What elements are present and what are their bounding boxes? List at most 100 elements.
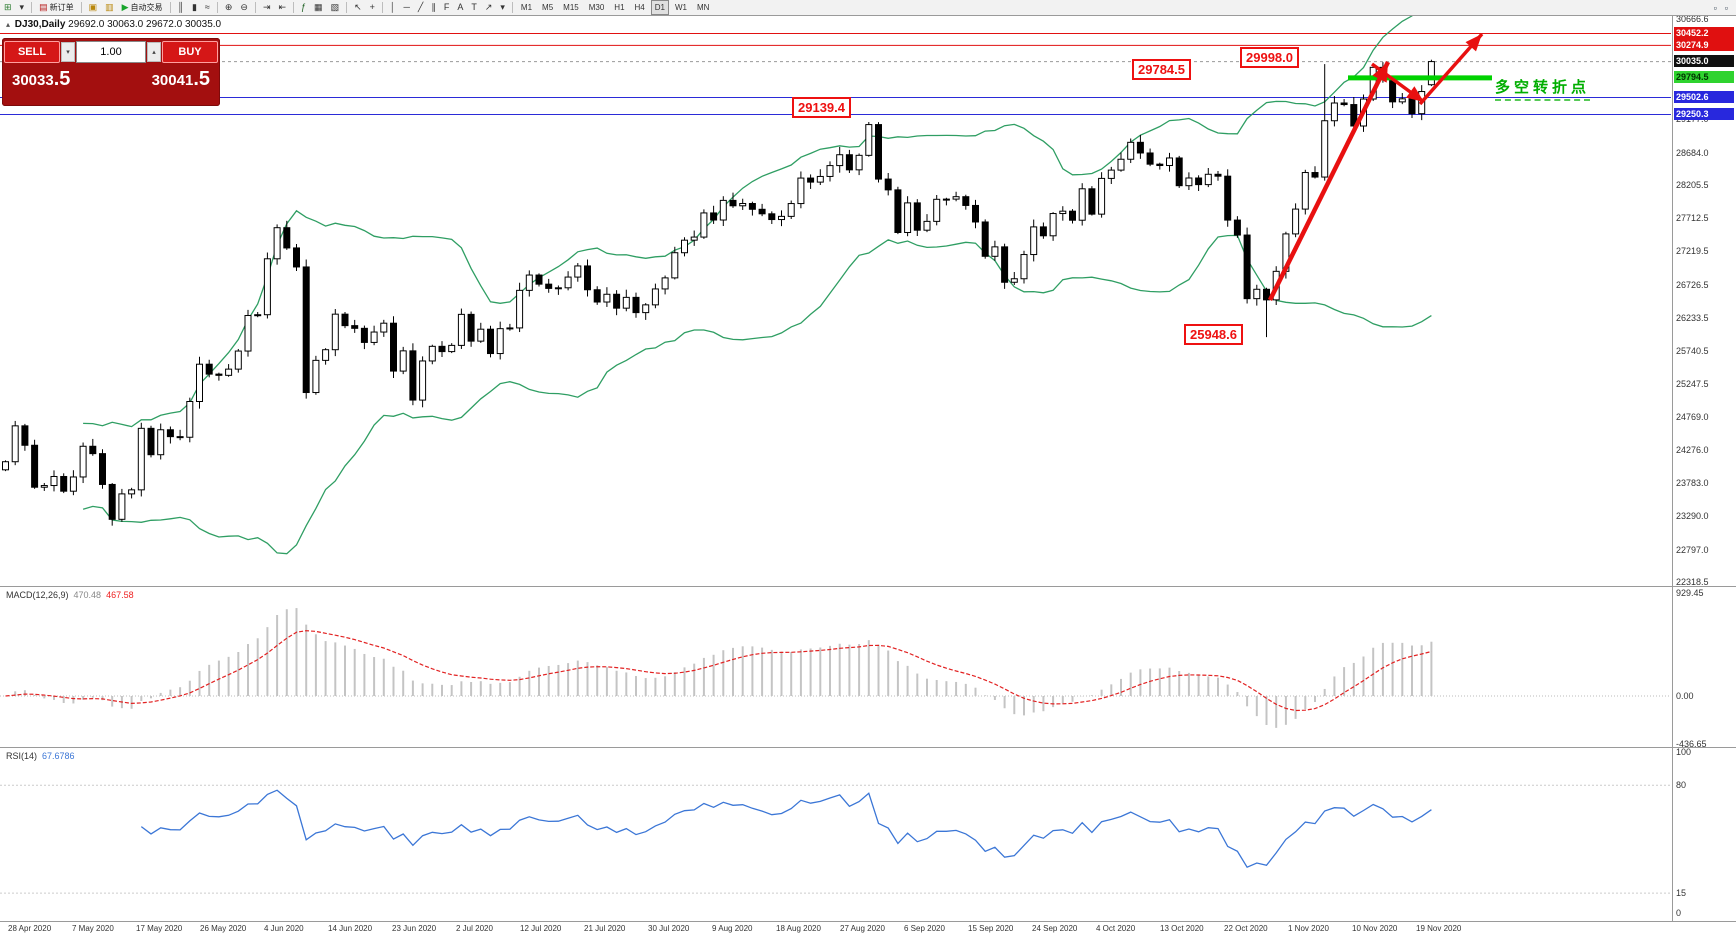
ohlc-values: 29692.0 30063.0 29672.0 30035.0 [68,19,222,30]
chart-shift-icon[interactable]: ⇤ [275,0,289,15]
date-label: 15 Sep 2020 [968,924,1014,933]
price-tick-label: 22318.5 [1676,577,1709,587]
price-tick-label: 23783.0 [1676,478,1709,489]
zoom-in-icon[interactable]: ⊕ [222,0,236,15]
periods-icon[interactable]: ▦ [311,0,326,15]
timeframe-m30-button[interactable]: M30 [588,3,605,12]
trendline-icon[interactable]: ╱ [415,0,426,15]
crosshair-icon[interactable]: + [367,0,378,15]
price-tick-label: 27712.5 [1676,213,1709,224]
volume-input[interactable] [76,41,146,63]
date-label: 13 Oct 2020 [1160,924,1204,933]
volume-up-button[interactable]: ▴ [147,42,161,62]
channel-icon[interactable]: ∥ [428,0,439,15]
price-annotation-29139[interactable]: 29139.4 [792,97,851,118]
profiles-icon[interactable]: ▣ [86,0,101,15]
date-label: 14 Jun 2020 [328,924,373,933]
pane-separator-macd[interactable] [0,586,1736,587]
timeframe-m5-button[interactable]: M5 [542,3,554,12]
autotrade-icon: ▶ [121,2,129,12]
arrows-dropdown-icon: ▾ [500,2,505,12]
sell-price: 30033.5 [12,68,71,90]
autoscroll-icon[interactable]: ⇥ [260,0,274,15]
rsi-axis-label: 15 [1676,888,1687,899]
symbol-period-label: DJ30,Daily [14,19,66,30]
price-annotation-25948[interactable]: 25948.6 [1184,324,1243,345]
toolbar-separator [31,2,33,13]
date-label: 17 May 2020 [136,924,183,933]
date-label: 12 Jul 2020 [520,924,562,933]
text-icon[interactable]: A [454,0,466,15]
profiles-icon: ▣ [88,2,98,12]
oneclick-collapse-icon[interactable]: ▴ [6,20,11,29]
macd-axis-label: 0.00 [1676,691,1694,701]
favorites-icon[interactable]: ▫ [1713,2,1717,13]
buy-button[interactable]: BUY [162,41,218,63]
autotrade-button[interactable]: ▶ 自动交易 [119,0,166,15]
date-label: 2 Jul 2020 [456,924,493,933]
new-order-button-label: 新订单 [49,3,74,12]
new-chart-icon[interactable]: ⊞ [1,0,15,15]
charts-list-icon[interactable]: ▥ [102,0,117,15]
price-level-box: 30035.0 [1674,55,1734,68]
sell-button[interactable]: SELL [4,41,60,63]
bars-chart-icon[interactable]: ║ [175,0,187,15]
price-tick-label: 30666.6 [1676,14,1709,24]
vertical-line-icon[interactable]: │ [387,0,399,15]
price-tick-label: 28205.5 [1676,179,1709,190]
new-chart-dropdown-icon[interactable]: ▾ [17,0,28,15]
autoscroll-icon: ⇥ [262,2,271,12]
indicators-icon: ƒ [301,2,307,12]
timeframe-m15-button[interactable]: M15 [563,3,579,12]
arrows-icon[interactable]: ↗ [482,0,496,15]
turning-point-label[interactable]: 多空转折点 [1495,76,1591,101]
volume-down-button[interactable]: ▾ [61,42,75,62]
price-level-box: 29502.6 [1674,91,1734,103]
price-annotation-29998[interactable]: 29998.0 [1240,47,1299,68]
text-icon: A [457,2,464,12]
line-chart-icon[interactable]: ≈ [202,0,213,15]
fibonacci-icon[interactable]: F [441,0,453,15]
buy-price: 30041.5 [151,68,210,90]
timeframe-h4-button[interactable]: H4 [634,3,645,12]
price-tick-label: 25740.5 [1676,346,1709,357]
price-tick-label: 27219.5 [1676,246,1709,257]
price-annotation-29784[interactable]: 29784.5 [1132,59,1191,80]
pane-separator-rsi[interactable] [0,747,1736,748]
label-icon[interactable]: T [468,0,480,15]
rsi-axis-label: 100 [1676,747,1692,757]
date-axis-separator [0,921,1736,922]
timeframe-m1-button[interactable]: M1 [520,3,533,12]
arrows-dropdown-icon[interactable]: ▾ [497,0,508,15]
new-order-icon: ▤ [39,2,48,12]
toolbar-right-group: ▫ ▫ [1710,0,1736,15]
toolbar-separator [511,2,513,13]
cursor-icon[interactable]: ↖ [351,0,365,15]
price-axis-line [1672,16,1673,921]
date-label: 4 Jun 2020 [264,924,304,933]
date-label: 19 Nov 2020 [1416,924,1462,933]
templates-icon[interactable]: ▧ [328,0,343,15]
candles-chart-icon[interactable]: ▮ [189,0,200,15]
price-tick-label: 23290.0 [1676,511,1709,522]
date-label: 9 Aug 2020 [712,924,753,933]
price-level-box: 29250.3 [1674,108,1734,121]
macd-pane-title: MACD(12,26,9) 470.48 467.58 [6,590,134,600]
arrows-icon: ↗ [484,2,493,12]
timeframe-w1-button[interactable]: W1 [675,3,687,12]
date-label: 30 Jul 2020 [648,924,690,933]
templates-icon: ▧ [330,2,340,12]
timeframe-mn-button[interactable]: MN [697,3,710,12]
timeframe-h1-button[interactable]: H1 [614,3,625,12]
new-order-button[interactable]: ▤ 新订单 [36,0,77,15]
horizontal-line-icon[interactable]: ─ [401,0,413,15]
indicators-icon[interactable]: ƒ [298,0,309,15]
rsi-pane-title: RSI(14) 67.6786 [6,751,75,761]
layout-icon[interactable]: ▫ [1724,2,1728,13]
timeframe-d1-button[interactable]: D1 [650,0,669,15]
toolbar-separator [254,2,256,13]
toolbar-separator [293,2,295,13]
zoom-out-icon[interactable]: ⊖ [237,0,251,15]
price-tick-label: 22797.0 [1676,544,1709,555]
